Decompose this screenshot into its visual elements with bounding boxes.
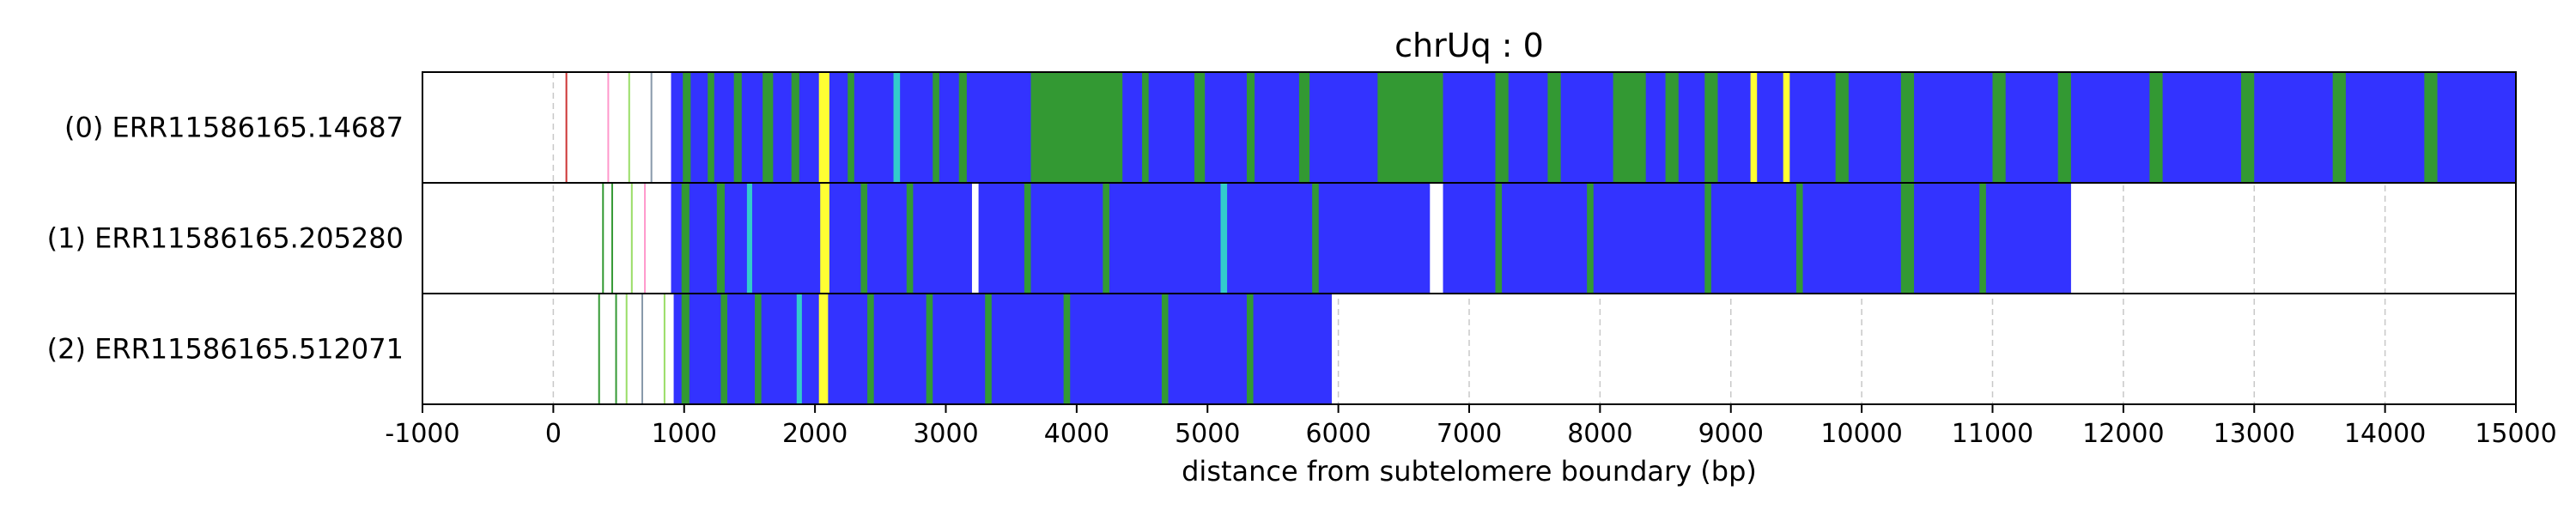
row-label: (2) ERR11586165.512071: [47, 333, 404, 366]
read-segment: [867, 294, 874, 404]
read-segment: [708, 72, 714, 183]
row-label: (0) ERR11586165.14687: [64, 112, 404, 144]
read-bar: [671, 183, 2071, 294]
read-segment: [1246, 294, 1254, 404]
read-segment: [2332, 72, 2346, 183]
x-tick-label: 10000: [1820, 419, 1902, 449]
read-segment: [860, 183, 868, 294]
read-bar: [673, 294, 1333, 404]
read-segment: [1495, 183, 1503, 294]
read-segment: [1142, 72, 1149, 183]
read-segment: [1613, 72, 1646, 183]
read-segment: [2424, 72, 2438, 183]
read-track-row: [565, 72, 2517, 183]
read-segment: [1704, 72, 1718, 183]
read-track-row: [598, 294, 1333, 404]
read-segment: [720, 294, 728, 404]
read-segment: [1783, 72, 1790, 183]
read-segment: [985, 294, 992, 404]
read-segment: [755, 294, 762, 404]
x-tick-label: -1000: [385, 419, 459, 449]
read-segment: [1024, 183, 1031, 294]
x-axis-label: distance from subtelomere boundary (bp): [1182, 455, 1757, 488]
x-tick-label: 2000: [782, 419, 848, 449]
x-tick-label: 1000: [652, 419, 717, 449]
read-segment: [848, 72, 854, 183]
row-label: (1) ERR11586165.205280: [47, 222, 404, 255]
read-segment: [1704, 183, 1711, 294]
read-segment: [926, 294, 933, 404]
read-segment: [933, 72, 939, 183]
read-segment: [1194, 72, 1206, 183]
x-tick-label: 13000: [2214, 419, 2295, 449]
read-segment: [746, 183, 752, 294]
read-segment: [820, 183, 829, 294]
x-tick-label: 3000: [913, 419, 978, 449]
read-segment: [1495, 72, 1509, 183]
read-segment: [1795, 183, 1803, 294]
x-tick-label: 7000: [1437, 419, 1502, 449]
read-segment: [906, 183, 914, 294]
read-segment: [1161, 294, 1169, 404]
read-segment: [818, 72, 829, 183]
x-tick-label: 14000: [2344, 419, 2426, 449]
read-segment: [716, 183, 725, 294]
x-tick-label: 15000: [2475, 419, 2556, 449]
read-segment: [893, 72, 901, 183]
read-track-row: [602, 183, 2071, 294]
x-tick-label: 12000: [2082, 419, 2164, 449]
read-bar: [671, 72, 2517, 183]
read-tracks: [565, 72, 2517, 404]
read-segment: [681, 294, 690, 404]
read-segment: [1103, 183, 1109, 294]
read-segment: [1979, 183, 1986, 294]
read-segment: [2057, 72, 2071, 183]
read-segment: [958, 72, 967, 183]
read-segment: [681, 183, 690, 294]
read-segment: [1665, 72, 1679, 183]
read-segment: [1900, 183, 1915, 294]
read-segment: [1430, 183, 1443, 294]
read-segment: [1298, 72, 1310, 183]
read-segment: [791, 72, 799, 183]
row-labels: (0) ERR11586165.14687 (1) ERR11586165.205…: [47, 112, 404, 366]
x-tick-label: 11000: [1952, 419, 2033, 449]
read-segment: [1547, 72, 1561, 183]
read-segment: [971, 183, 979, 294]
read-segment: [1835, 72, 1849, 183]
x-tick-label: 4000: [1044, 419, 1109, 449]
read-segment: [1587, 183, 1594, 294]
x-tick-label: 6000: [1305, 419, 1370, 449]
x-tick-label: 5000: [1175, 419, 1240, 449]
read-segment: [1312, 183, 1319, 294]
read-segment: [683, 72, 691, 183]
read-segment: [1063, 294, 1071, 404]
x-tick-label: 0: [545, 419, 562, 449]
read-segment: [1030, 72, 1123, 183]
read-segment: [1220, 183, 1228, 294]
read-segment: [1377, 72, 1443, 183]
read-segment: [1992, 72, 2006, 183]
read-segment: [1750, 72, 1758, 183]
x-tick-label: 8000: [1567, 419, 1632, 449]
read-segment: [2241, 72, 2255, 183]
read-segment: [1246, 72, 1255, 183]
read-segment: [796, 294, 802, 404]
read-segment: [733, 72, 742, 183]
x-axis-ticks: -1000 0 1000 2000 3000 4000 5000 6000 7000 8000 90…: [385, 404, 2557, 449]
read-segment: [2149, 72, 2163, 183]
x-tick-label: 9000: [1698, 419, 1764, 449]
read-segment: [818, 294, 829, 404]
chart-title: chrUq : 0: [1394, 27, 1544, 64]
read-segment: [762, 72, 774, 183]
read-segment: [1900, 72, 1915, 183]
